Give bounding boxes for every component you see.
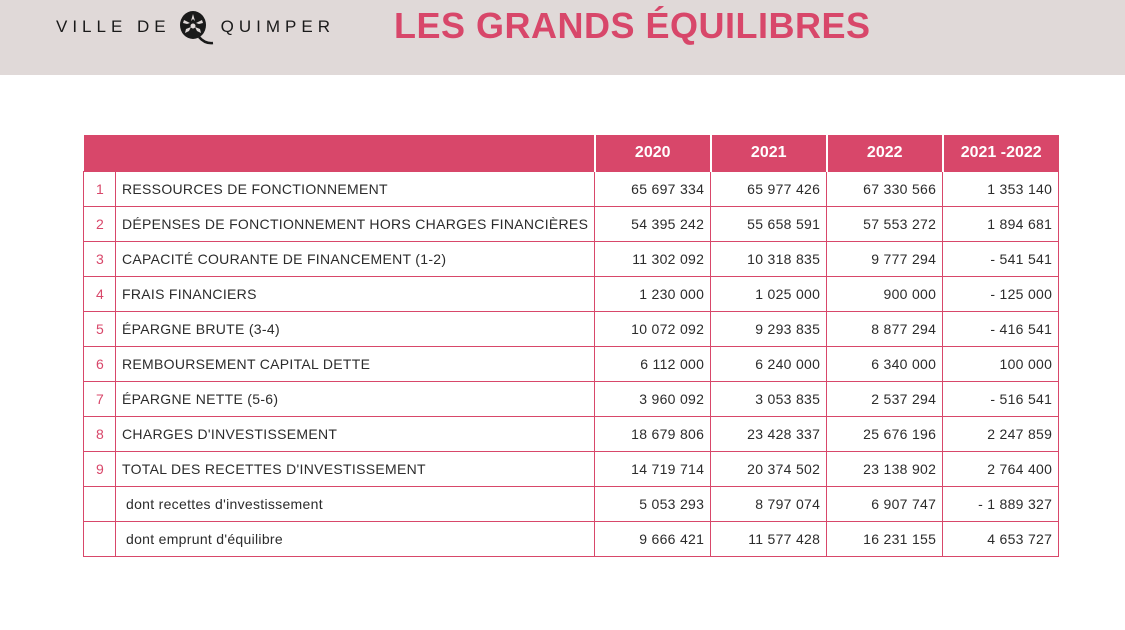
row-label: CAPACITÉ COURANTE DE FINANCEMENT (1-2) [114, 241, 596, 277]
value-cell: 23 428 337 [710, 416, 828, 452]
value-cell: 1 353 140 [942, 171, 1060, 207]
value-cell: 10 318 835 [710, 241, 828, 277]
logo-text-right: QUIMPER [220, 17, 335, 36]
row-label: RESSOURCES DE FONCTIONNEMENT [114, 171, 596, 207]
row-number [83, 486, 116, 522]
row-number [83, 521, 116, 557]
row-label: DÉPENSES DE FONCTIONNEMENT HORS CHARGES … [114, 206, 596, 242]
row-number: 7 [83, 381, 116, 417]
row-number: 2 [83, 206, 116, 242]
row-label: FRAIS FINANCIERS [114, 276, 596, 312]
value-cell: 2 764 400 [942, 451, 1060, 487]
value-cell: 9 666 421 [594, 521, 712, 557]
table-row: 7 ÉPARGNE NETTE (5-6) 3 960 092 3 053 835 2 … [83, 381, 1060, 417]
quimper-emblem-icon [179, 11, 213, 45]
table-row: 6 REMBOURSEMENT CAPITAL DETTE 6 112 000 6 2… [83, 346, 1060, 382]
value-cell: 57 553 272 [826, 206, 944, 242]
value-cell: - 416 541 [942, 311, 1060, 347]
value-cell: 3 960 092 [594, 381, 712, 417]
table-row: 2 DÉPENSES DE FONCTIONNEMENT HORS CHARGES… [83, 206, 1060, 242]
value-cell: 25 676 196 [826, 416, 944, 452]
value-cell: 65 977 426 [710, 171, 828, 207]
value-cell: 4 653 727 [942, 521, 1060, 557]
row-label: TOTAL DES RECETTES D'INVESTISSEMENT [114, 451, 596, 487]
value-cell: 6 340 000 [826, 346, 944, 382]
value-cell: 100 000 [942, 346, 1060, 382]
value-cell: 23 138 902 [826, 451, 944, 487]
value-cell: - 125 000 [942, 276, 1060, 312]
row-number: 9 [83, 451, 116, 487]
value-cell: 1 025 000 [710, 276, 828, 312]
financial-equilibrium-table: 2020 2021 2022 2021 -2022 1 RESSOURCES DE… [83, 135, 1060, 557]
value-cell: 65 697 334 [594, 171, 712, 207]
table-row: dont emprunt d'équilibre 9 666 421 11 577 … [83, 521, 1060, 557]
table-row: 3 CAPACITÉ COURANTE DE FINANCEMENT (1-2) 1… [83, 241, 1060, 277]
row-label: REMBOURSEMENT CAPITAL DETTE [114, 346, 596, 382]
value-cell: 6 112 000 [594, 346, 712, 382]
value-cell: - 541 541 [942, 241, 1060, 277]
value-cell: 10 072 092 [594, 311, 712, 347]
value-cell: 900 000 [826, 276, 944, 312]
value-cell: 16 231 155 [826, 521, 944, 557]
row-number: 3 [83, 241, 116, 277]
value-cell: 9 777 294 [826, 241, 944, 277]
value-cell: 11 302 092 [594, 241, 712, 277]
table-row: 1 RESSOURCES DE FONCTIONNEMENT 65 697 334 6… [83, 171, 1060, 207]
column-header: 2021 [709, 135, 827, 172]
table-header-row: 2020 2021 2022 2021 -2022 [83, 135, 1059, 172]
value-cell: 1 230 000 [594, 276, 712, 312]
row-label: ÉPARGNE NETTE (5-6) [114, 381, 596, 417]
column-header: 2022 [825, 135, 943, 172]
value-cell: 2 247 859 [942, 416, 1060, 452]
value-cell: 20 374 502 [710, 451, 828, 487]
value-cell: 18 679 806 [594, 416, 712, 452]
value-cell: 54 395 242 [594, 206, 712, 242]
value-cell: 14 719 714 [594, 451, 712, 487]
table-row: 9 TOTAL DES RECETTES D'INVESTISSEMENT 14 7… [83, 451, 1060, 487]
header-band: VILLE DE QUIMPER LES GRANDS ÉQUILIBRES [0, 0, 1125, 75]
value-cell: 11 577 428 [710, 521, 828, 557]
value-cell: 6 907 747 [826, 486, 944, 522]
value-cell: 1 894 681 [942, 206, 1060, 242]
table-row: 8 CHARGES D'INVESTISSEMENT 18 679 806 23 42… [83, 416, 1060, 452]
row-number: 1 [83, 171, 116, 207]
logo-text-left: VILLE DE [56, 17, 171, 36]
value-cell: 8 797 074 [710, 486, 828, 522]
row-number: 8 [83, 416, 116, 452]
row-label: CHARGES D'INVESTISSEMENT [114, 416, 596, 452]
value-cell: 2 537 294 [826, 381, 944, 417]
value-cell: - 1 889 327 [942, 486, 1060, 522]
row-label: ÉPARGNE BRUTE (3-4) [114, 311, 596, 347]
table-row: dont recettes d'investissement 5 053 293 8… [83, 486, 1060, 522]
row-label: dont emprunt d'équilibre [114, 521, 596, 557]
value-cell: 67 330 566 [826, 171, 944, 207]
column-header: 2020 [593, 135, 711, 172]
value-cell: 6 240 000 [710, 346, 828, 382]
value-cell: 55 658 591 [710, 206, 828, 242]
page-title: LES GRANDS ÉQUILIBRES [394, 5, 871, 46]
value-cell: 5 053 293 [594, 486, 712, 522]
row-label: dont recettes d'investissement [114, 486, 596, 522]
value-cell: 9 293 835 [710, 311, 828, 347]
value-cell: - 516 541 [942, 381, 1060, 417]
value-cell: 8 877 294 [826, 311, 944, 347]
value-cell: 3 053 835 [710, 381, 828, 417]
table-row: 4 FRAIS FINANCIERS 1 230 000 1 025 000 900 0… [83, 276, 1060, 312]
city-logo: VILLE DE QUIMPER [56, 10, 335, 45]
row-number: 4 [83, 276, 116, 312]
row-number: 6 [83, 346, 116, 382]
column-header: 2021 -2022 [941, 135, 1059, 172]
row-number: 5 [83, 311, 116, 347]
table-row: 5 ÉPARGNE BRUTE (3-4) 10 072 092 9 293 835 8… [83, 311, 1060, 347]
header-blank-cell [83, 135, 595, 172]
